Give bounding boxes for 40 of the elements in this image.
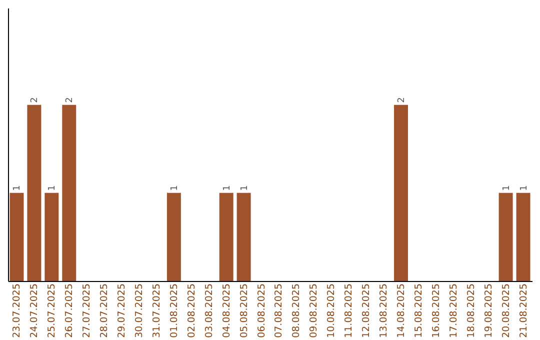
x-tick-label: 21.08.2025	[518, 284, 530, 338]
x-tick-label: 27.07.2025	[82, 284, 93, 338]
data-label: 1	[48, 185, 58, 191]
data-label: 1	[170, 185, 180, 191]
x-tick-label: 04.08.2025	[221, 284, 232, 338]
x-tick-label: 26.07.2025	[64, 284, 76, 338]
x-tick-label: 09.08.2025	[308, 284, 320, 338]
x-tick-label: 01.08.2025	[168, 284, 180, 338]
x-tick-label: 13.08.2025	[378, 284, 390, 338]
data-label: 1	[12, 185, 23, 191]
x-tick-label: 24.07.2025	[29, 284, 40, 338]
x-tick-label: 29.07.2025	[116, 284, 128, 338]
x-tick-label: 15.08.2025	[413, 284, 424, 338]
x-tick-label: 18.08.2025	[466, 284, 477, 338]
x-tick-label: 20.08.2025	[500, 284, 512, 338]
x-tick-label: 07.08.2025	[274, 284, 285, 338]
x-tick-label: 08.08.2025	[291, 284, 302, 338]
x-tick-label: 16.08.2025	[430, 284, 442, 338]
data-label: 1	[519, 185, 530, 191]
x-tick-label: 10.08.2025	[326, 284, 338, 338]
x-tick-label: 06.08.2025	[256, 284, 268, 338]
data-label: 2	[30, 97, 40, 103]
x-tick-label: 11.08.2025	[344, 284, 355, 338]
x-tick-label: 14.08.2025	[396, 284, 407, 338]
data-label: 1	[240, 185, 250, 191]
x-tick-label: 05.08.2025	[238, 284, 250, 338]
x-tick-label: 30.07.2025	[134, 284, 145, 338]
x-tick-label: 19.08.2025	[483, 284, 494, 338]
x-tick-label: 02.08.2025	[186, 284, 198, 338]
data-label: 2	[397, 97, 407, 103]
x-tick-label: 23.07.2025	[12, 284, 23, 338]
x-tick-label: 17.08.2025	[448, 284, 460, 338]
x-tick-label: 03.08.2025	[204, 284, 215, 338]
data-label: 1	[502, 185, 512, 191]
x-tick-label: 31.07.2025	[151, 284, 162, 338]
x-tick-label: 12.08.2025	[361, 284, 372, 338]
data-label: 1	[222, 185, 232, 191]
x-tick-label: 28.07.2025	[99, 284, 110, 338]
data-label: 2	[65, 97, 76, 103]
x-tick-label: 25.07.2025	[46, 284, 58, 338]
